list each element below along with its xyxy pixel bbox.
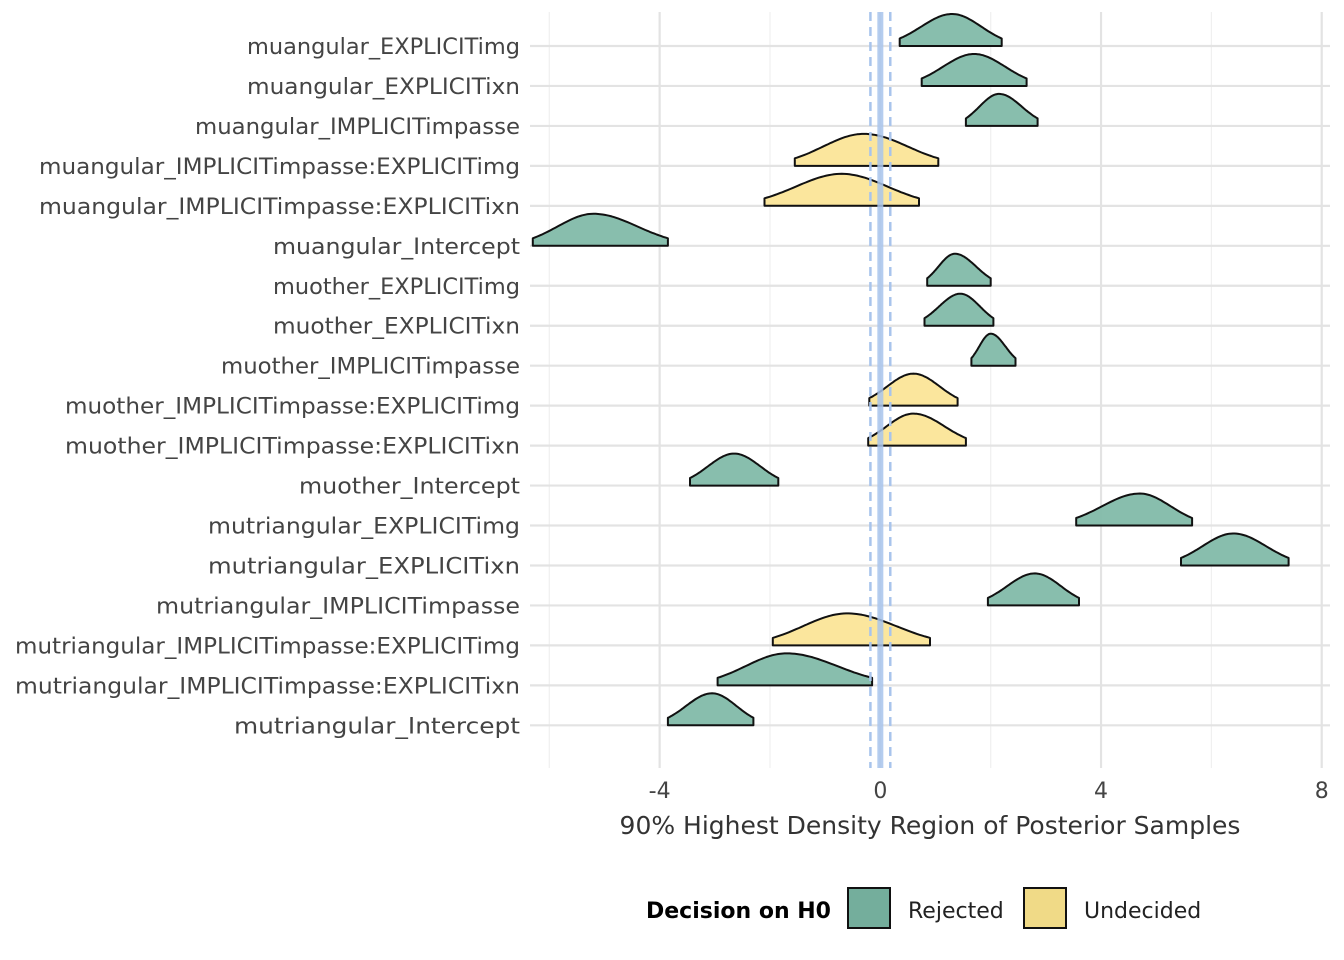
density-ridge xyxy=(920,53,1028,87)
x-tick-label: 8 xyxy=(1315,779,1329,804)
y-tick-label: mutriangular_Intercept xyxy=(234,714,520,739)
density-ridge xyxy=(970,332,1017,367)
legend-label: Rejected xyxy=(908,899,1004,924)
x-tick-labels: -4 0 4 8 xyxy=(649,779,1329,804)
density-ridge xyxy=(1180,532,1290,567)
x-tick-label: 0 xyxy=(873,779,887,804)
density-ridge xyxy=(689,452,780,487)
density-ridge xyxy=(926,252,992,287)
density-ridge xyxy=(531,212,669,247)
density-ridge xyxy=(867,412,967,447)
density-ridge xyxy=(716,652,874,687)
y-tick-label: muother_IMPLICITimpasse xyxy=(221,355,520,380)
y-tick-label: muother_EXPLICITixn xyxy=(273,315,520,340)
density-ridge xyxy=(793,132,940,167)
y-tick-label: muother_EXPLICITimg xyxy=(273,275,520,300)
legend-label: Undecided xyxy=(1084,899,1201,924)
y-tick-label: mutriangular_EXPLICITixn xyxy=(208,554,520,579)
density-ridge xyxy=(923,292,995,327)
reference-lines xyxy=(869,12,892,768)
y-tick-label: muother_Intercept xyxy=(299,475,520,500)
x-tick-label: -4 xyxy=(649,779,671,804)
density-ridges xyxy=(531,13,1290,727)
y-tick-label: mutriangular_IMPLICITimpasse xyxy=(156,594,520,619)
y-tick-label: mutriangular_IMPLICITimpasse:EXPLICITixn xyxy=(15,674,520,699)
y-tick-label: mutriangular_EXPLICITimg xyxy=(208,515,520,540)
y-tick-label: muother_IMPLICITimpasse:EXPLICITixn xyxy=(65,435,520,460)
y-tick-label: muangular_IMPLICITimpasse:EXPLICITixn xyxy=(39,195,520,220)
y-tick-labels: muangular_EXPLICITimg muangular_EXPLICITi… xyxy=(15,35,520,739)
x-axis-title: 90% Highest Density Region of Posterior … xyxy=(620,811,1241,840)
y-tick-label: muangular_Intercept xyxy=(273,235,520,260)
density-ridge xyxy=(1075,492,1194,527)
y-tick-label: muangular_EXPLICITimg xyxy=(247,35,520,60)
density-ridge xyxy=(771,612,931,647)
density-ridge xyxy=(898,13,1003,47)
y-tick-label: muangular_IMPLICITimpasse xyxy=(195,115,520,140)
x-tick-label: 4 xyxy=(1094,779,1108,804)
y-tick-label: muangular_IMPLICITimpasse:EXPLICITimg xyxy=(39,155,520,180)
y-tick-label: muother_IMPLICITimpasse:EXPLICITimg xyxy=(65,395,520,420)
legend-title: Decision on H0 xyxy=(646,899,831,924)
density-ridge xyxy=(986,572,1080,607)
legend: Decision on H0 Rejected Undecided xyxy=(646,887,1201,929)
legend-key xyxy=(847,887,891,929)
density-ridge xyxy=(763,172,920,207)
legend-key xyxy=(1023,887,1067,929)
y-tick-label: mutriangular_IMPLICITimpasse:EXPLICITimg xyxy=(15,634,520,659)
density-ridge xyxy=(666,692,755,727)
y-tick-label: muangular_EXPLICITixn xyxy=(247,75,520,100)
density-ridge xyxy=(964,92,1039,127)
